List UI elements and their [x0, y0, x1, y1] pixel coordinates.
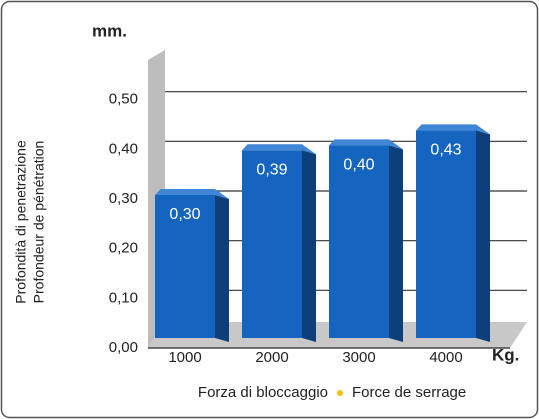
x-tick-label: 2000 — [255, 349, 288, 366]
x-axis-label: Forza di bloccaggio — [198, 384, 328, 401]
value-label: 0,40 — [343, 157, 374, 174]
value-label: 0,39 — [256, 162, 287, 179]
y-unit: mm. — [92, 21, 127, 40]
value-label: 0,30 — [169, 206, 200, 223]
bar-side — [215, 195, 229, 342]
y-axis-label: Profondità di penetrazione — [13, 140, 29, 304]
y-tick-label: 0,20 — [109, 240, 138, 257]
y-tick-label: 0,10 — [109, 289, 138, 306]
separator-dot — [337, 390, 343, 396]
x-tick-label: 1000 — [168, 349, 201, 366]
bar-top — [242, 144, 316, 155]
bar-top — [329, 139, 403, 150]
bar-side — [476, 130, 490, 342]
bar — [242, 150, 302, 338]
x-tick-label: 3000 — [342, 349, 375, 366]
bar-side — [389, 145, 403, 342]
bar-top — [416, 124, 490, 135]
y-tick-label: 0,30 — [109, 190, 138, 207]
y-tick-label: 0,50 — [109, 91, 138, 108]
y-axis-label: Profondeur de pénétration — [31, 141, 47, 304]
bar — [416, 130, 476, 338]
bar — [155, 195, 215, 338]
value-label: 0,43 — [430, 142, 461, 159]
bar-side — [302, 150, 316, 342]
x-tick-label: 4000 — [429, 349, 462, 366]
bar-top — [155, 189, 229, 199]
y-tick-label: 0,40 — [109, 140, 138, 157]
y-tick-label: 0,00 — [109, 339, 138, 356]
x-axis-label: Force de serrage — [352, 384, 466, 401]
bar — [329, 145, 389, 338]
x-unit: Kg. — [492, 345, 519, 364]
